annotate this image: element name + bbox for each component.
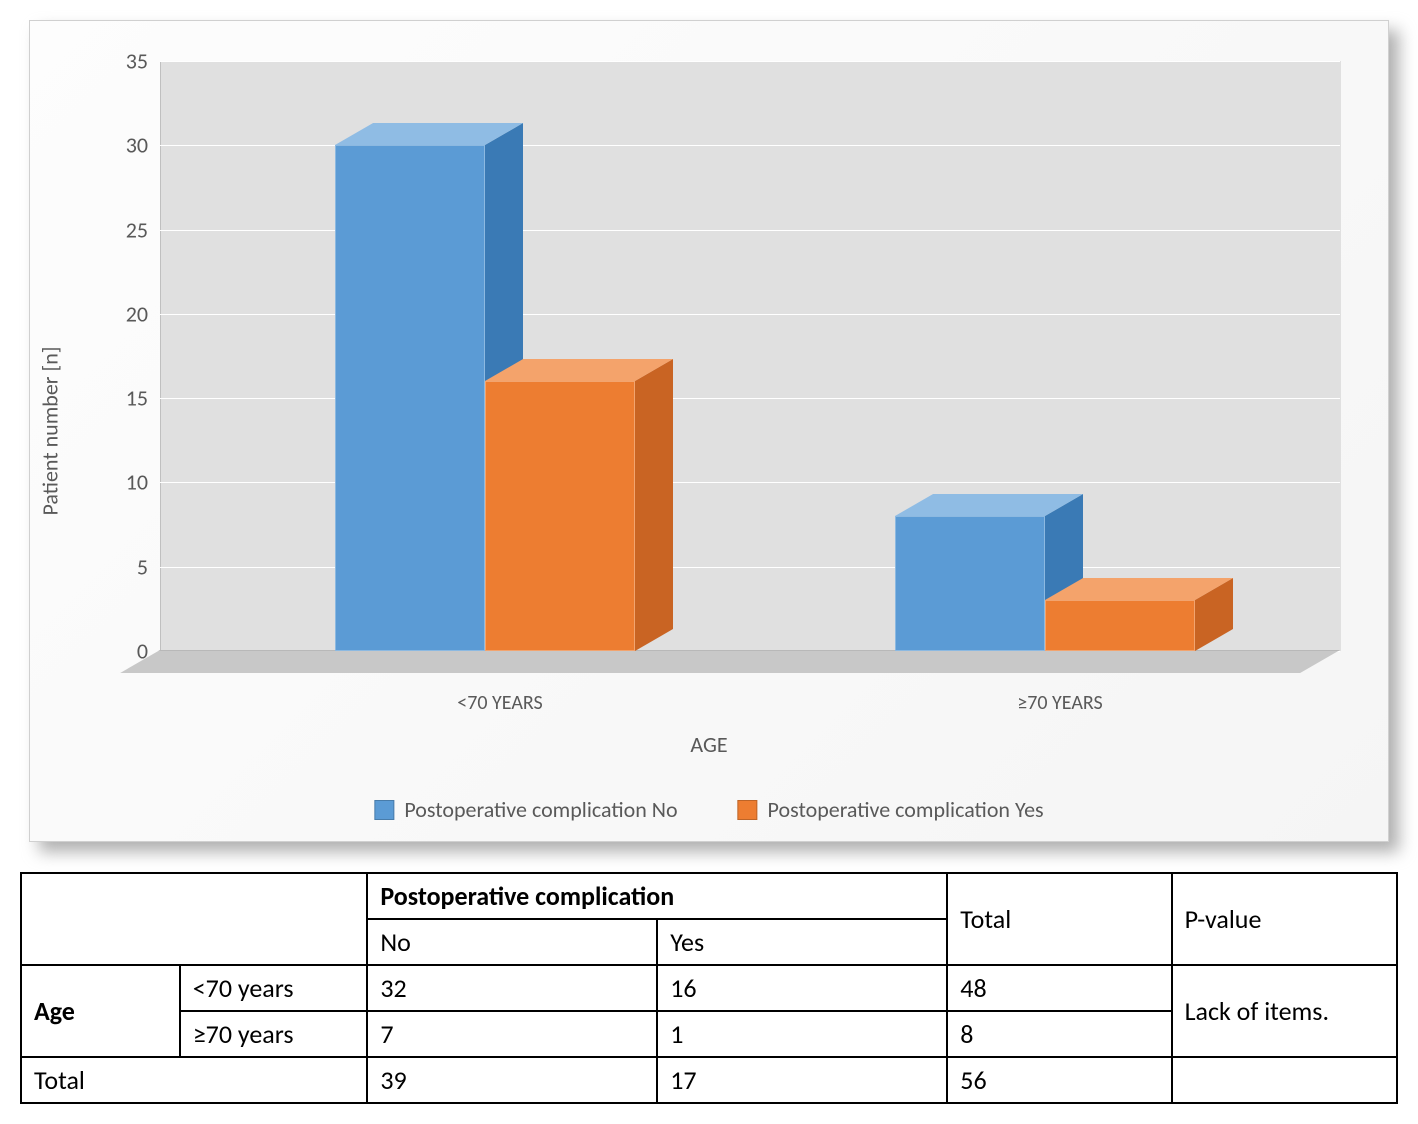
- y-tick-label: 20: [88, 300, 148, 327]
- table-row: Total 39 17 56: [21, 1057, 1397, 1103]
- y-tick-label: 5: [88, 553, 148, 580]
- y-tick-label: 15: [88, 385, 148, 412]
- y-axis-label: Patient number [n]: [37, 346, 64, 515]
- table-row: Age <70 years 32 16 48 Lack of items.: [21, 965, 1397, 1011]
- plot-area: [160, 61, 1340, 651]
- chart-container: Patient number [n] 0 5 10 15 20 25 30 35 <70 YE…: [29, 20, 1389, 842]
- table-cell: 16: [657, 965, 947, 1011]
- legend-swatch-icon: [374, 800, 394, 820]
- table-header-total: Total: [947, 873, 1171, 965]
- table-cell: 8: [947, 1011, 1171, 1057]
- bar: [895, 516, 1045, 651]
- table-cell: 56: [947, 1057, 1171, 1103]
- table-cell: 48: [947, 965, 1171, 1011]
- legend: Postoperative complication No Postoperat…: [374, 796, 1043, 823]
- table-cell: 39: [367, 1057, 657, 1103]
- data-table: Postoperative complication Total P-value…: [20, 872, 1398, 1104]
- table-cell-empty: [21, 873, 367, 965]
- y-tick-label: 0: [88, 638, 148, 665]
- table-cell-pvalue: Lack of items.: [1172, 965, 1397, 1057]
- bar: [485, 381, 635, 651]
- chart-panel: Patient number [n] 0 5 10 15 20 25 30 35 <70 YE…: [29, 20, 1389, 842]
- table-cell: 1: [657, 1011, 947, 1057]
- table-total-label: Total: [21, 1057, 367, 1103]
- table-header-group: Postoperative complication: [367, 873, 947, 919]
- bar: [1045, 600, 1195, 651]
- x-tick-label: ≥70 YEARS: [910, 691, 1210, 715]
- table-row-label: Age: [21, 965, 180, 1057]
- table-cell: 7: [367, 1011, 657, 1057]
- table-header-yes: Yes: [657, 919, 947, 965]
- y-tick-label: 30: [88, 132, 148, 159]
- x-axis-label: AGE: [690, 731, 727, 758]
- y-tick-label: 35: [88, 48, 148, 75]
- table-header-pvalue: P-value: [1172, 873, 1397, 965]
- plot-floor: [120, 650, 1340, 673]
- y-tick-label: 25: [88, 216, 148, 243]
- table-row: Postoperative complication Total P-value: [21, 873, 1397, 919]
- legend-swatch-icon: [738, 800, 758, 820]
- table-header-no: No: [367, 919, 657, 965]
- table-cell-empty: [1172, 1057, 1397, 1103]
- table-cell: <70 years: [180, 965, 368, 1011]
- legend-item: Postoperative complication No: [374, 796, 677, 823]
- table-cell: 32: [367, 965, 657, 1011]
- legend-label: Postoperative complication No: [404, 796, 677, 823]
- table-cell: ≥70 years: [180, 1011, 368, 1057]
- legend-label: Postoperative complication Yes: [768, 796, 1044, 823]
- bar: [335, 145, 485, 651]
- x-tick-label: <70 YEARS: [350, 691, 650, 715]
- y-tick-label: 10: [88, 469, 148, 496]
- table-cell: 17: [657, 1057, 947, 1103]
- legend-item: Postoperative complication Yes: [738, 796, 1044, 823]
